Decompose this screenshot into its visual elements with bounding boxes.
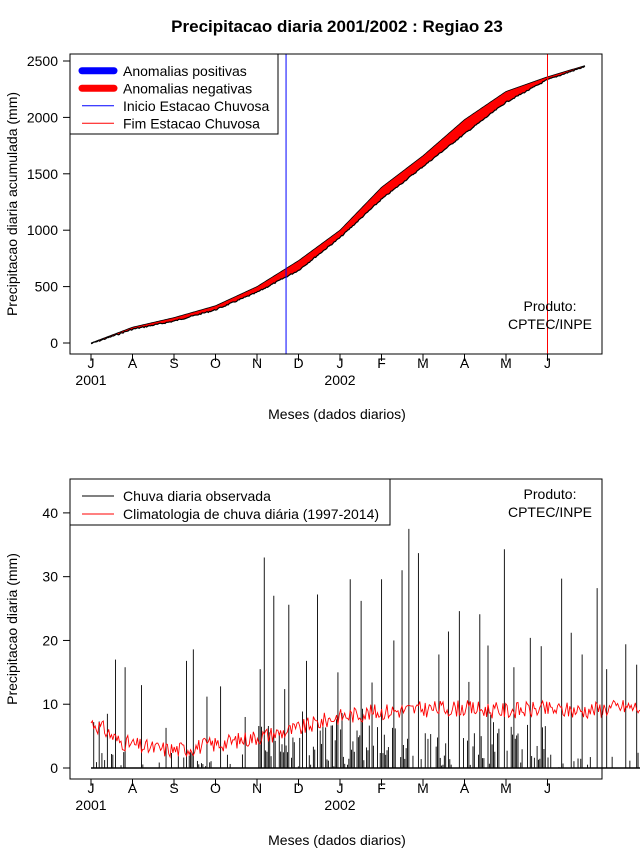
top-annotation-line2: CPTEC/INPE	[508, 316, 592, 332]
climatology-cumulative-line	[90, 65, 585, 344]
climatology-daily-line	[90, 699, 640, 759]
y-tick-label: 2000	[27, 109, 58, 125]
x-tick-label: S	[169, 355, 178, 371]
x-tick-label: A	[128, 780, 138, 796]
year-label: 2002	[324, 372, 355, 388]
x-tick-label: A	[128, 355, 138, 371]
legend-entry-label: Inicio Estacao Chuvosa	[123, 98, 270, 114]
x-tick-label: J	[337, 780, 344, 796]
top-x-label: Meses (dados diarios)	[268, 406, 406, 422]
legend-box	[69, 478, 391, 526]
year-label: 2002	[324, 797, 355, 813]
x-tick-label: M	[500, 355, 512, 371]
bottom-annotation-line1: Produto:	[524, 486, 577, 502]
x-tick-label: F	[377, 355, 386, 371]
year-label: 2001	[75, 797, 106, 813]
bottom-x-label: Meses (dados diarios)	[268, 832, 406, 848]
top-y-axis: 0 500 1000 1500 2000 2500	[27, 53, 70, 351]
legend-entry-label: Anomalias negativas	[123, 80, 252, 96]
top-y-label: Precipitacao diaria acumulada (mm)	[4, 92, 20, 316]
x-tick-label: A	[460, 780, 470, 796]
bottom-y-axis: 0 10 20 30 40	[42, 505, 70, 776]
x-tick-label: M	[417, 355, 429, 371]
top-plot-frame	[69, 53, 603, 355]
cumulative-chart: Precipitacao diaria 2001/2002 : Regiao 2…	[4, 17, 603, 422]
x-tick-label: M	[417, 780, 429, 796]
y-tick-label: 1500	[27, 166, 58, 182]
x-tick-label: D	[293, 355, 303, 371]
negative-anomaly-area	[91, 65, 585, 344]
y-tick-label: 0	[50, 335, 58, 351]
year-label: 2001	[75, 372, 106, 388]
x-tick-label: D	[293, 780, 303, 796]
y-tick-label: 2500	[27, 53, 58, 69]
bottom-annotation-line2: CPTEC/INPE	[508, 504, 592, 520]
daily-bar-group	[91, 528, 640, 769]
y-tick-label: 40	[42, 505, 58, 521]
x-tick-label: A	[460, 355, 470, 371]
anomaly-area-group	[90, 54, 586, 354]
x-tick-label: O	[210, 780, 221, 796]
bottom-y-label: Precipitacao diaria (mm)	[4, 553, 20, 705]
y-tick-label: 0	[50, 760, 58, 776]
legend-entry-label: Climatologia de chuva diária (1997-2014)	[123, 506, 379, 522]
x-tick-label: M	[500, 780, 512, 796]
y-tick-label: 500	[35, 279, 59, 295]
bottom-legend: Chuva diaria observada Climatologia de ch…	[69, 478, 391, 526]
x-tick-label: J	[337, 355, 344, 371]
y-tick-label: 1000	[27, 222, 58, 238]
y-tick-label: 20	[42, 632, 58, 648]
x-tick-label: S	[169, 780, 178, 796]
legend-entry-label: Chuva diaria observada	[123, 488, 271, 504]
x-tick-label: J	[88, 780, 95, 796]
top-annotation-line1: Produto:	[524, 298, 577, 314]
chart-title: Precipitacao diaria 2001/2002 : Regiao 2…	[171, 17, 503, 36]
x-tick-label: N	[252, 355, 262, 371]
y-tick-label: 10	[42, 696, 58, 712]
x-tick-label: O	[210, 355, 221, 371]
y-tick-label: 30	[42, 569, 58, 585]
observed-cumulative-line	[90, 65, 586, 345]
climatology-line-group	[90, 699, 640, 759]
x-tick-label: F	[377, 780, 386, 796]
x-tick-label: J	[544, 355, 551, 371]
x-tick-label: N	[252, 780, 262, 796]
x-tick-label: J	[544, 780, 551, 796]
x-tick-label: J	[88, 355, 95, 371]
legend-entry-label: Fim Estacao Chuvosa	[123, 115, 260, 131]
legend-entry-label: Anomalias positivas	[123, 63, 247, 79]
